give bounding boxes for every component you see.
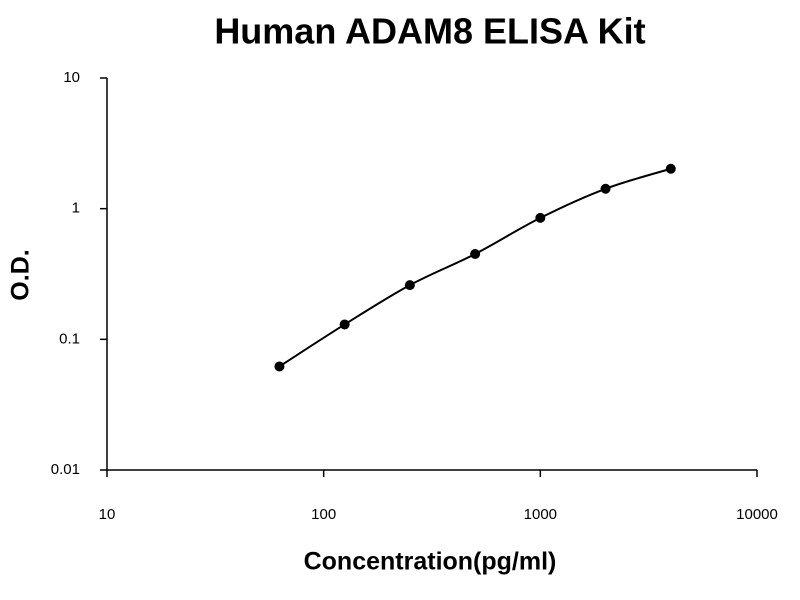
data-point (665, 163, 676, 174)
chart-title: Human ADAM8 ELISA Kit (214, 11, 645, 52)
y-tick-label: 10 (63, 69, 80, 86)
x-tick-label: 10000 (736, 506, 778, 523)
y-tick-label: 0.01 (51, 461, 80, 478)
y-tick-label: 1 (72, 200, 80, 217)
x-tick-label: 1000 (524, 506, 557, 523)
fit-curve (278, 167, 672, 368)
data-point (274, 361, 285, 372)
x-tick-label: 100 (311, 506, 336, 523)
y-tick-label: 0.1 (59, 330, 80, 347)
data-point (404, 280, 415, 291)
data-point (470, 248, 481, 259)
data-point (339, 319, 350, 330)
x-tick-label: 10 (99, 506, 116, 523)
data-point (600, 183, 611, 194)
y-axis-label: O.D. (7, 249, 35, 300)
x-axis-label: Concentration(pg/ml) (304, 548, 557, 576)
data-point (535, 212, 546, 223)
